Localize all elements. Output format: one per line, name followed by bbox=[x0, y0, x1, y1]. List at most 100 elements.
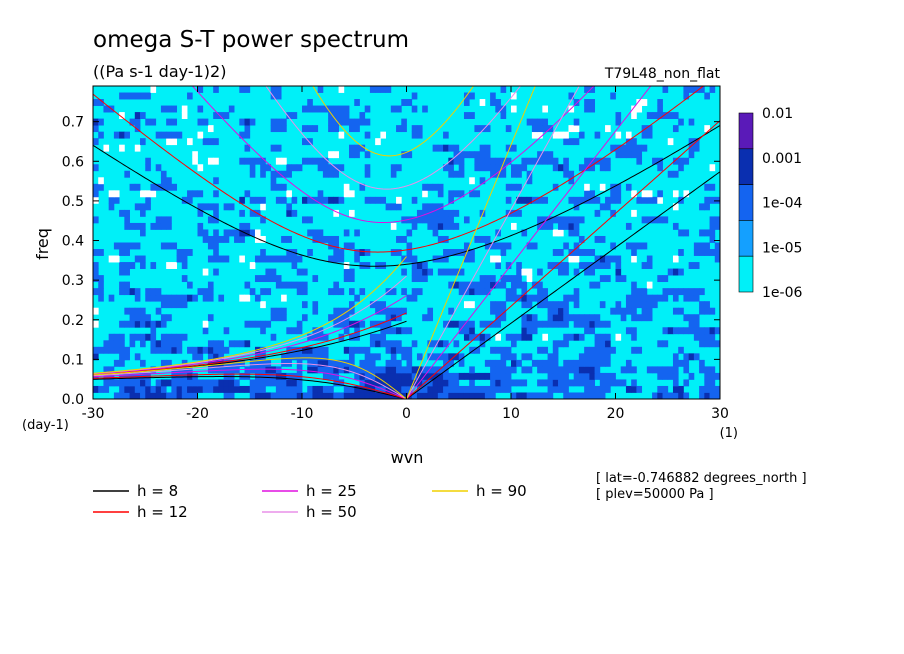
heatmap-cell bbox=[573, 294, 580, 302]
heatmap-cell bbox=[484, 144, 491, 152]
heatmap-cell bbox=[699, 288, 705, 296]
heatmap-cell bbox=[286, 249, 292, 256]
heatmap-cell bbox=[265, 392, 272, 399]
heatmap-cell bbox=[239, 157, 245, 165]
heatmap-cell bbox=[448, 379, 454, 387]
heatmap-cell bbox=[568, 92, 575, 100]
heatmap-cell bbox=[537, 294, 543, 302]
heatmap-cell bbox=[202, 288, 209, 296]
heatmap-cell bbox=[93, 268, 99, 276]
heatmap-cell bbox=[422, 105, 428, 113]
heatmap-cell bbox=[542, 105, 548, 113]
heatmap-cell bbox=[171, 346, 178, 354]
heatmap-cell bbox=[129, 242, 136, 250]
heatmap-cell bbox=[416, 392, 423, 399]
heatmap-cell bbox=[625, 131, 632, 139]
heatmap-cell bbox=[176, 346, 183, 354]
heatmap-cell bbox=[260, 235, 266, 243]
heatmap-cell bbox=[599, 301, 606, 309]
heatmap-cell bbox=[275, 281, 282, 289]
heatmap-cell bbox=[359, 385, 366, 393]
heatmap-cell bbox=[573, 138, 580, 146]
heatmap-cell bbox=[505, 372, 512, 380]
heatmap-cell bbox=[390, 249, 397, 256]
heatmap-cell bbox=[93, 138, 99, 146]
heatmap-cell bbox=[401, 392, 407, 399]
heatmap-cell bbox=[495, 333, 501, 341]
heatmap-cell bbox=[202, 385, 209, 393]
heatmap-cell bbox=[98, 177, 104, 185]
heatmap-cell bbox=[281, 294, 287, 302]
heatmap-cell bbox=[150, 190, 157, 198]
heatmap-cell bbox=[427, 314, 434, 322]
heatmap-cell bbox=[605, 157, 611, 165]
heatmap-cell bbox=[568, 229, 575, 237]
heatmap-cell bbox=[505, 183, 512, 191]
heatmap-cell bbox=[349, 275, 355, 283]
heatmap-cell bbox=[369, 353, 376, 361]
heatmap-cell bbox=[406, 229, 413, 237]
heatmap-cell bbox=[239, 255, 245, 263]
heatmap-cell bbox=[249, 209, 256, 217]
heatmap-cell bbox=[223, 379, 230, 387]
heatmap-cell bbox=[526, 177, 533, 185]
heatmap-cell bbox=[625, 307, 632, 315]
heatmap-cell bbox=[641, 262, 648, 269]
heatmap-cell bbox=[307, 138, 313, 146]
heatmap-cell bbox=[563, 372, 569, 380]
heatmap-cell bbox=[160, 183, 167, 191]
heatmap-cell bbox=[573, 379, 580, 387]
heatmap-cell bbox=[448, 353, 454, 361]
heatmap-cell bbox=[359, 144, 366, 152]
heatmap-cell bbox=[406, 249, 413, 256]
heatmap-cell bbox=[223, 229, 230, 237]
dispersion-curves bbox=[93, 86, 720, 399]
heatmap-cell bbox=[171, 138, 178, 146]
heatmap-cell bbox=[631, 379, 637, 387]
heatmap-cell bbox=[610, 209, 616, 217]
heatmap-cell bbox=[390, 170, 397, 178]
heatmap-cell bbox=[594, 131, 601, 139]
heatmap-cell bbox=[108, 379, 115, 387]
heatmap-cell bbox=[552, 249, 559, 256]
heatmap-cell bbox=[291, 262, 298, 269]
heatmap-cell bbox=[667, 392, 674, 399]
heatmap-cell bbox=[652, 112, 658, 119]
heatmap-cell bbox=[490, 320, 496, 328]
heatmap-cell bbox=[302, 216, 308, 224]
heatmap-cell bbox=[160, 294, 167, 302]
heatmap-cell bbox=[176, 301, 183, 309]
heatmap-cell bbox=[443, 372, 449, 380]
colorbar-label: 0.001 bbox=[762, 151, 802, 167]
heatmap-cell bbox=[171, 379, 178, 387]
heatmap-cell bbox=[484, 333, 491, 341]
heatmap-cell bbox=[124, 320, 130, 328]
x-tick-label: 0 bbox=[402, 406, 411, 422]
heatmap-cell bbox=[396, 385, 402, 393]
heatmap-cell bbox=[166, 359, 172, 367]
heatmap-cell bbox=[396, 379, 402, 387]
y-tick-label: 0.2 bbox=[62, 313, 84, 329]
heatmap-cell bbox=[490, 379, 496, 387]
heatmap-cell bbox=[98, 118, 104, 126]
heatmap-cell bbox=[453, 268, 460, 276]
heatmap-cell bbox=[427, 183, 434, 191]
heatmap-cell bbox=[547, 262, 554, 269]
heatmap-cell bbox=[406, 216, 413, 224]
heatmap-cell bbox=[636, 144, 643, 152]
heatmap-cell bbox=[171, 183, 178, 191]
heatmap-cell bbox=[249, 196, 256, 204]
heatmap-cell bbox=[103, 385, 110, 393]
heatmap-cell bbox=[364, 353, 371, 361]
heatmap-cell bbox=[406, 151, 413, 159]
heatmap-cell bbox=[281, 235, 287, 243]
heatmap-cell bbox=[349, 118, 355, 126]
heatmap-cell bbox=[662, 288, 669, 296]
heatmap-cell bbox=[349, 353, 355, 361]
plev-annotation: [ plev=50000 Pa ] bbox=[596, 487, 714, 502]
heatmap-cell bbox=[521, 327, 528, 335]
heatmap-cell bbox=[578, 372, 585, 380]
heatmap-cell bbox=[699, 249, 705, 256]
heatmap-cell bbox=[322, 164, 329, 172]
heatmap-cell bbox=[129, 385, 136, 393]
